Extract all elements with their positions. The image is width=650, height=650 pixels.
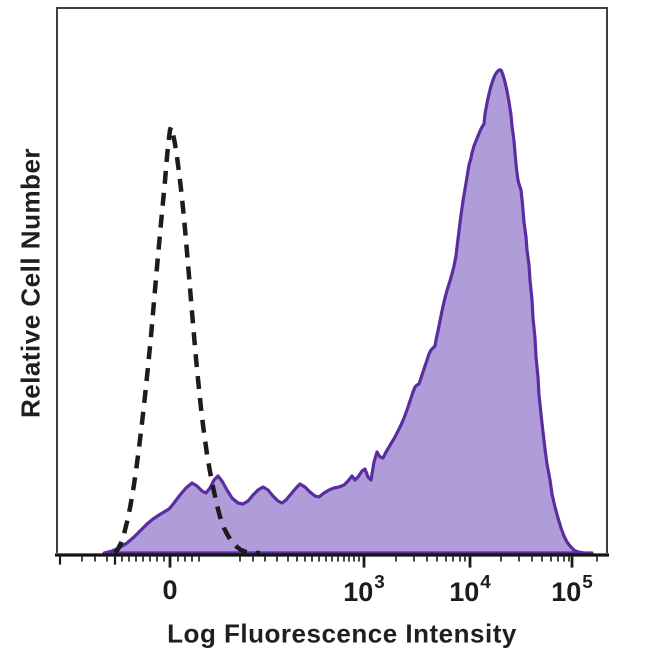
x-tick-label: 0 bbox=[162, 575, 178, 605]
plot-frame bbox=[56, 7, 608, 553]
y-axis-label: Relative Cell Number bbox=[15, 147, 46, 419]
x-tick-label: 105 bbox=[551, 572, 593, 607]
x-tick-label: 104 bbox=[449, 572, 491, 607]
x-tick-label: 103 bbox=[343, 572, 385, 607]
x-tick-marks bbox=[58, 556, 598, 568]
stained-histogram-area bbox=[102, 68, 594, 555]
control-histogram-dashed-line bbox=[113, 124, 260, 556]
x-axis-label: Log Fluorescence Intensity bbox=[167, 618, 517, 649]
